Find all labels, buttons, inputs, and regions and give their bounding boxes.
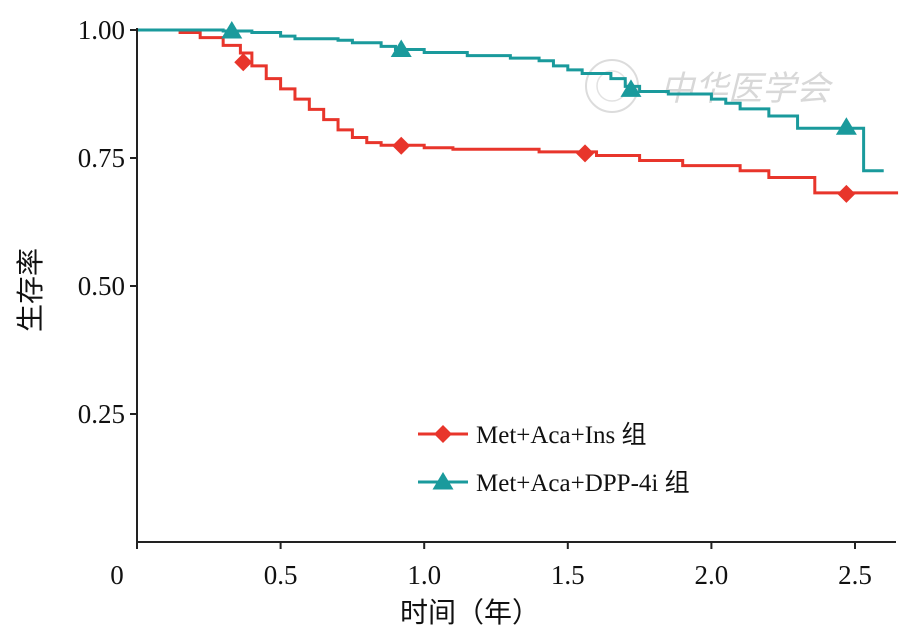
x-tick-label: 1.5 xyxy=(551,560,585,590)
series-2 xyxy=(137,21,884,173)
series-point xyxy=(620,79,642,97)
x-tick-label: 2.5 xyxy=(838,560,872,590)
series-1 xyxy=(137,28,899,203)
legend-marker-icon xyxy=(434,425,452,443)
legend-item: Met+Aca+Ins 组 xyxy=(418,421,647,449)
x-tick-label: 2.0 xyxy=(695,560,729,590)
series-point xyxy=(221,21,243,39)
legend-label: Met+Aca+Ins 组 xyxy=(476,421,647,449)
series-point xyxy=(576,144,595,163)
series-point xyxy=(392,136,411,155)
series-line xyxy=(137,28,899,195)
y-tick-label: 0.25 xyxy=(78,399,125,429)
series-point xyxy=(835,117,857,135)
x-tick-label: 0 xyxy=(110,560,124,590)
series-layer xyxy=(137,21,899,203)
legend-marker-icon xyxy=(432,472,454,490)
series-point xyxy=(234,53,253,72)
y-tick-label: 0.75 xyxy=(78,143,125,173)
x-axis-title: 时间（年） xyxy=(400,596,540,629)
y-tick-label: 0.50 xyxy=(78,271,125,301)
ticks: 0.25 0.50 0.75 1.00 0 0.5 1.0 1.5 2.0 2.5 xyxy=(78,15,872,590)
series-point xyxy=(390,39,412,57)
y-axis-title: 生存率 xyxy=(14,248,47,332)
y-tick-label: 1.00 xyxy=(78,15,125,45)
legend: Met+Aca+Ins 组 Met+Aca+DPP-4i 组 xyxy=(418,421,690,497)
watermark-text: 中华医学会 xyxy=(660,69,834,109)
series-point xyxy=(837,184,856,203)
legend-label: Met+Aca+DPP-4i 组 xyxy=(476,469,690,497)
watermark: 中华医学会 xyxy=(585,59,834,113)
x-tick-label: 1.0 xyxy=(407,560,441,590)
series-line xyxy=(137,28,884,173)
legend-item: Met+Aca+DPP-4i 组 xyxy=(418,469,690,497)
x-tick-label: 0.5 xyxy=(264,560,298,590)
